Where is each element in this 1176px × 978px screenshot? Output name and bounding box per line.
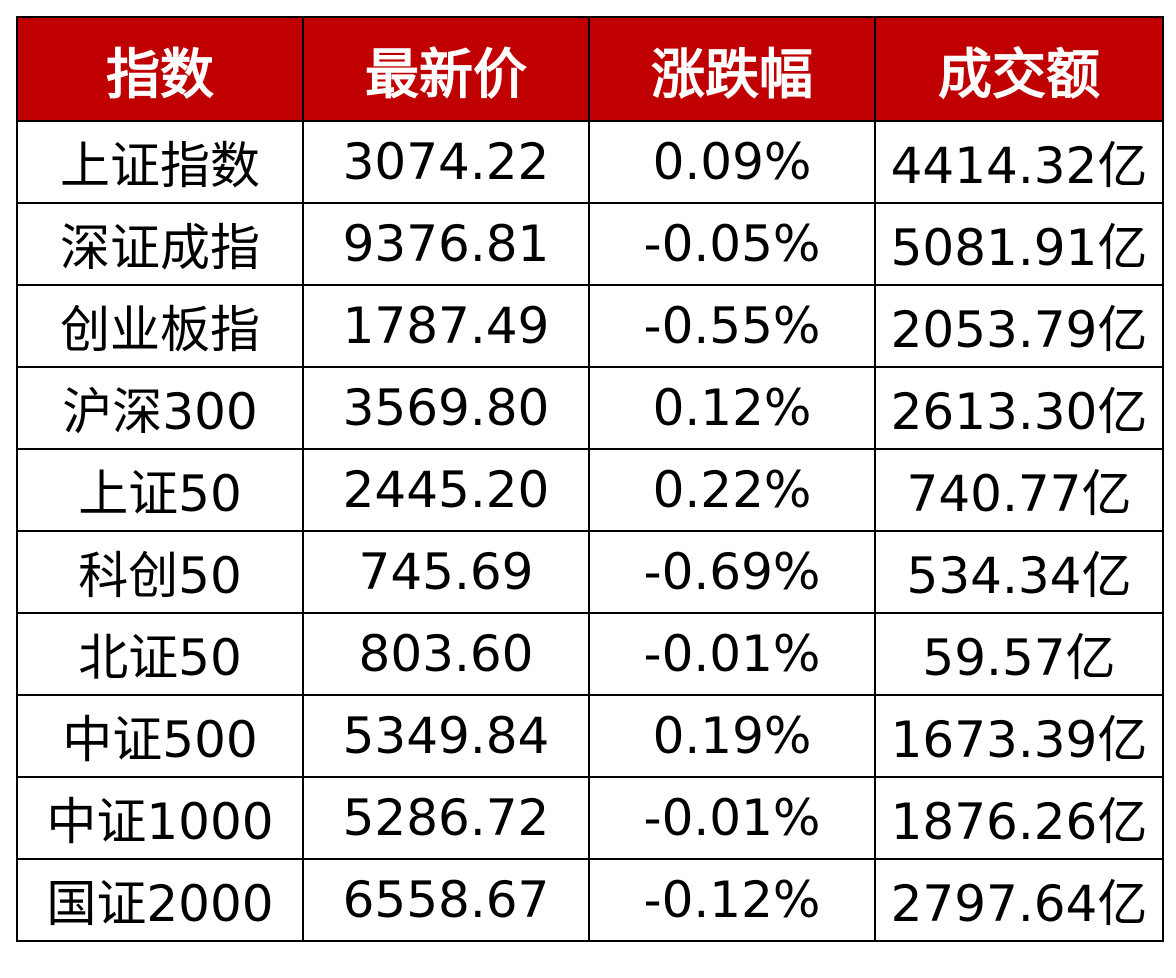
turnover-cell: 534.34亿 (874, 530, 1164, 614)
index-name-cell: 中证1000 (16, 776, 304, 860)
turnover-cell: 5081.91亿 (874, 202, 1164, 286)
turnover-cell: 4414.32亿 (874, 120, 1164, 204)
change-cell: 0.09% (588, 120, 876, 204)
header-latest-price: 最新价 (302, 16, 590, 122)
price-cell: 6558.67 (302, 858, 590, 942)
change-cell: -0.05% (588, 202, 876, 286)
header-change-percent: 涨跌幅 (588, 16, 876, 122)
index-name-cell: 北证50 (16, 612, 304, 696)
index-name-cell: 中证500 (16, 694, 304, 778)
turnover-cell: 2797.64亿 (874, 858, 1164, 942)
change-cell: 0.19% (588, 694, 876, 778)
price-cell: 3569.80 (302, 366, 590, 450)
table-row: 上证指数 3074.22 0.09% 4414.32亿 (16, 120, 1164, 204)
change-cell: -0.01% (588, 612, 876, 696)
index-name-cell: 深证成指 (16, 202, 304, 286)
turnover-cell: 2613.30亿 (874, 366, 1164, 450)
price-cell: 9376.81 (302, 202, 590, 286)
index-name-cell: 上证指数 (16, 120, 304, 204)
index-quote-table: 指数 最新价 涨跌幅 成交额 上证指数 3074.22 0.09% 4414.3… (16, 16, 1164, 942)
index-name-cell: 科创50 (16, 530, 304, 614)
table-row: 深证成指 9376.81 -0.05% 5081.91亿 (16, 202, 1164, 286)
table-row: 北证50 803.60 -0.01% 59.57亿 (16, 612, 1164, 696)
table-row: 中证1000 5286.72 -0.01% 1876.26亿 (16, 776, 1164, 860)
index-name-cell: 国证2000 (16, 858, 304, 942)
turnover-cell: 1876.26亿 (874, 776, 1164, 860)
table-row: 创业板指 1787.49 -0.55% 2053.79亿 (16, 284, 1164, 368)
price-cell: 3074.22 (302, 120, 590, 204)
table-row: 沪深300 3569.80 0.12% 2613.30亿 (16, 366, 1164, 450)
index-name-cell: 上证50 (16, 448, 304, 532)
index-name-cell: 沪深300 (16, 366, 304, 450)
change-cell: 0.12% (588, 366, 876, 450)
change-cell: -0.12% (588, 858, 876, 942)
price-cell: 5349.84 (302, 694, 590, 778)
turnover-cell: 1673.39亿 (874, 694, 1164, 778)
change-cell: 0.22% (588, 448, 876, 532)
turnover-cell: 2053.79亿 (874, 284, 1164, 368)
price-cell: 745.69 (302, 530, 590, 614)
price-cell: 1787.49 (302, 284, 590, 368)
change-cell: -0.55% (588, 284, 876, 368)
change-cell: -0.01% (588, 776, 876, 860)
table-row: 中证500 5349.84 0.19% 1673.39亿 (16, 694, 1164, 778)
table-row: 国证2000 6558.67 -0.12% 2797.64亿 (16, 858, 1164, 942)
index-name-cell: 创业板指 (16, 284, 304, 368)
header-turnover: 成交额 (874, 16, 1164, 122)
table-header-row: 指数 最新价 涨跌幅 成交额 (16, 16, 1164, 122)
turnover-cell: 740.77亿 (874, 448, 1164, 532)
price-cell: 5286.72 (302, 776, 590, 860)
change-cell: -0.69% (588, 530, 876, 614)
price-cell: 803.60 (302, 612, 590, 696)
price-cell: 2445.20 (302, 448, 590, 532)
turnover-cell: 59.57亿 (874, 612, 1164, 696)
header-index-name: 指数 (16, 16, 304, 122)
table-row: 科创50 745.69 -0.69% 534.34亿 (16, 530, 1164, 614)
table-row: 上证50 2445.20 0.22% 740.77亿 (16, 448, 1164, 532)
